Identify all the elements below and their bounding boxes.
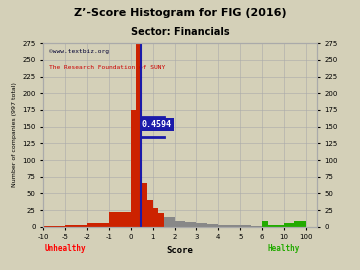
Bar (87, 224, 109, 227)
Y-axis label: Number of companies (997 total): Number of companies (997 total) (12, 83, 17, 187)
Bar (142, 183, 147, 227)
Bar (267, 225, 284, 227)
Bar (109, 212, 131, 227)
Text: Unhealthy: Unhealthy (44, 244, 86, 253)
Text: ©www.textbiz.org: ©www.textbiz.org (49, 49, 109, 54)
Bar (185, 222, 197, 227)
Text: The Research Foundation of SUNY: The Research Foundation of SUNY (49, 65, 165, 70)
Bar (197, 224, 207, 227)
Text: Z’-Score Histogram for FIG (2016): Z’-Score Histogram for FIG (2016) (74, 8, 286, 18)
Bar (251, 226, 262, 227)
Bar (207, 224, 218, 227)
Bar (153, 208, 158, 227)
Bar (284, 224, 294, 227)
Text: Sector: Financials: Sector: Financials (131, 27, 229, 37)
Bar (240, 225, 251, 227)
Bar (136, 43, 142, 227)
Bar (262, 221, 267, 227)
Bar (229, 225, 240, 227)
Bar (131, 110, 136, 227)
Bar (163, 217, 175, 227)
Text: Healthy: Healthy (268, 244, 300, 253)
Bar (43, 226, 65, 227)
Bar (158, 214, 163, 227)
Bar (65, 225, 87, 227)
Bar (294, 221, 306, 227)
Text: 0.4594: 0.4594 (142, 120, 172, 129)
Bar (175, 221, 185, 227)
Bar (147, 200, 153, 227)
X-axis label: Score: Score (167, 246, 193, 255)
Bar (218, 225, 229, 227)
